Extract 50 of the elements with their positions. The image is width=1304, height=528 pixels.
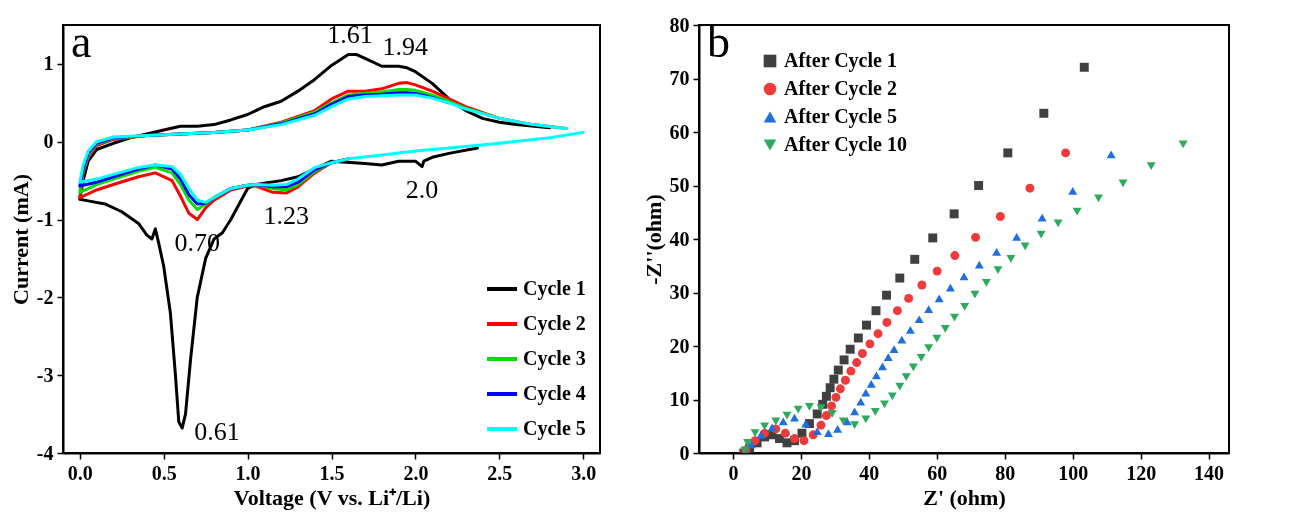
legend-label: After Cycle 5 bbox=[784, 105, 897, 128]
y-tick-label: 10 bbox=[669, 388, 690, 410]
annotation: 1.23 bbox=[263, 201, 309, 231]
legend-label: Cycle 4 bbox=[523, 382, 586, 405]
y-tick-label: 70 bbox=[669, 67, 690, 89]
y-tick-label: 0 bbox=[43, 130, 54, 153]
y-tick-label: -2 bbox=[36, 285, 54, 308]
y-tick-label: 0 bbox=[679, 441, 690, 464]
x-tick-label: 0.0 bbox=[67, 461, 93, 484]
x-tick-label: 2.0 bbox=[403, 461, 429, 484]
y-tick-label: -1 bbox=[36, 208, 54, 231]
legend-label: Cycle 3 bbox=[523, 347, 586, 370]
y-tick-label: 50 bbox=[669, 174, 690, 196]
legend-label: Cycle 5 bbox=[523, 417, 586, 440]
annotation: b bbox=[707, 16, 730, 67]
annotation: a bbox=[71, 16, 92, 67]
y-tick-label: 60 bbox=[669, 120, 690, 143]
x-axis-title: Z' (ohm) bbox=[923, 484, 1006, 510]
x-tick-label: 20 bbox=[791, 461, 812, 484]
annotation: 2.0 bbox=[405, 174, 439, 204]
y-tick-label: 1 bbox=[43, 52, 54, 75]
legend-label: After Cycle 1 bbox=[784, 49, 897, 72]
legend-label: After Cycle 2 bbox=[784, 77, 897, 100]
x-tick-label: 2.5 bbox=[487, 461, 513, 484]
x-tick-label: 140 bbox=[1194, 461, 1225, 484]
annotation: 1.61 bbox=[327, 19, 373, 49]
annotation: 0.61 bbox=[194, 417, 240, 447]
y-tick-label: 40 bbox=[669, 227, 690, 250]
legend-label: After Cycle 10 bbox=[784, 133, 907, 156]
x-tick-label: 80 bbox=[995, 461, 1016, 484]
x-axis-title: Voltage (V vs. Li⁺/Li) bbox=[233, 484, 431, 510]
y-tick-label: 80 bbox=[669, 13, 690, 36]
x-tick-label: 0 bbox=[728, 461, 739, 484]
x-tick-label: 60 bbox=[927, 461, 948, 484]
x-tick-label: 0.5 bbox=[151, 461, 177, 484]
y-tick-label: 20 bbox=[669, 334, 690, 357]
y-axis-title: Current (mA) bbox=[7, 174, 33, 305]
y-tick-label: 30 bbox=[669, 281, 690, 303]
legend-label: Cycle 1 bbox=[523, 277, 586, 300]
annotation: 1.94 bbox=[382, 32, 429, 62]
x-tick-label: 3.0 bbox=[571, 461, 597, 484]
x-tick-label: 1.0 bbox=[235, 461, 261, 484]
legend-label: Cycle 2 bbox=[523, 312, 586, 335]
y-tick-label: -3 bbox=[36, 363, 54, 386]
x-tick-label: 40 bbox=[859, 461, 880, 484]
x-tick-label: 100 bbox=[1058, 461, 1089, 484]
y-axis-title: -Z''(ohm) bbox=[640, 194, 666, 285]
x-tick-label: 1.5 bbox=[319, 461, 345, 484]
x-tick-label: 120 bbox=[1126, 461, 1157, 484]
y-tick-label: -4 bbox=[36, 441, 54, 464]
